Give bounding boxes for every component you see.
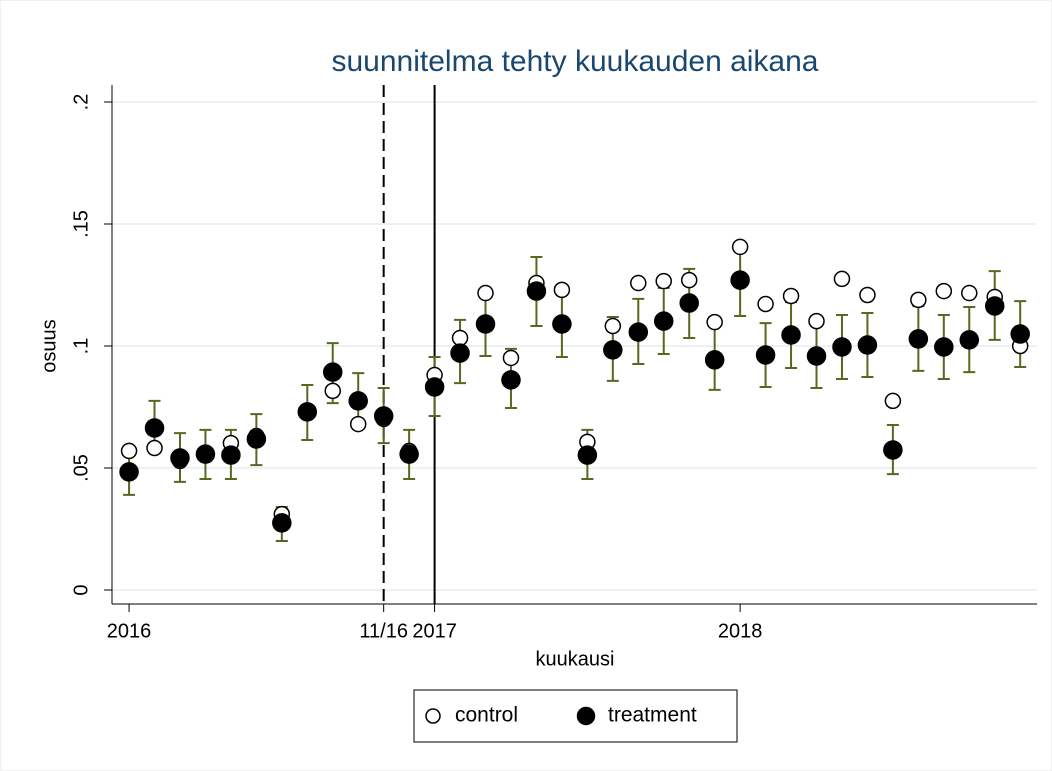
treatment-point: [679, 293, 699, 313]
control-point: [120, 442, 138, 460]
treatment-point: [272, 513, 292, 533]
y-tick-label: .05: [70, 454, 92, 482]
treatment-point: [832, 337, 852, 357]
x-axis-label: kuukausi: [536, 648, 615, 670]
control-point: [451, 329, 469, 347]
treatment-point: [144, 418, 165, 438]
treatment-point: [730, 270, 750, 290]
y-tick-label: .1: [70, 338, 92, 355]
treatment-point: [628, 322, 649, 342]
treatment-point: [704, 350, 725, 370]
control-point: [604, 317, 622, 335]
y-axis-label: osuus: [38, 319, 60, 372]
control-point: [961, 284, 978, 302]
treatment-point: [399, 444, 419, 464]
treatment-point: [908, 329, 929, 349]
control-point: [146, 439, 163, 457]
legend-label: treatment: [608, 704, 697, 727]
x-tick-label: 11/16: [359, 620, 408, 642]
treatment-point: [195, 444, 216, 464]
control-point: [502, 349, 520, 367]
legend-marker: [425, 708, 441, 724]
treatment-point: [552, 314, 572, 334]
treatment-point: [450, 343, 470, 363]
chart-title: suunnitelma tehty kuukauden aikana: [331, 45, 818, 78]
treatment-point: [246, 429, 267, 449]
legend-label: control: [455, 704, 518, 727]
treatment-point: [1010, 324, 1030, 344]
control-point: [655, 272, 672, 290]
treatment-point: [526, 281, 547, 301]
control-point: [477, 284, 494, 302]
x-tick-label: 2017: [412, 620, 457, 642]
y-tick-label: .2: [70, 94, 92, 111]
y-tick-label: .15: [70, 210, 92, 238]
treatment-point: [322, 362, 343, 382]
control-point: [782, 287, 800, 305]
treatment-point: [170, 448, 190, 468]
treatment-point: [806, 346, 827, 366]
control-point: [808, 312, 825, 330]
treatment-point: [297, 402, 318, 422]
legend-marker: [576, 706, 596, 726]
control-point: [757, 295, 774, 313]
control-point: [833, 270, 851, 288]
treatment-point: [603, 340, 623, 360]
treatment-point: [577, 445, 598, 465]
y-tick-label: 0: [70, 584, 92, 595]
treatment-point: [119, 462, 139, 482]
treatment-point: [221, 445, 241, 465]
control-point: [324, 382, 341, 400]
treatment-point: [857, 335, 878, 355]
treatment-point: [934, 337, 954, 357]
control-point: [910, 291, 927, 309]
x-tick-label: 2016: [107, 620, 152, 642]
x-tick-label: 2018: [718, 620, 763, 642]
treatment-point: [475, 314, 496, 334]
treatment-point: [781, 325, 801, 345]
treatment-point: [883, 440, 903, 460]
treatment-point: [373, 406, 394, 426]
treatment-point: [653, 311, 674, 331]
control-point: [935, 282, 953, 300]
treatment-point: [348, 391, 368, 411]
treatment-point: [959, 330, 980, 350]
control-point: [630, 274, 647, 292]
control-point: [859, 286, 876, 304]
control-point: [553, 281, 571, 299]
control-point: [349, 415, 367, 433]
treatment-point: [424, 377, 445, 397]
control-point: [680, 271, 698, 289]
treatment-point: [984, 296, 1005, 316]
treatment-point: [755, 345, 776, 365]
treatment-point: [501, 370, 521, 390]
control-point: [884, 392, 902, 410]
control-point: [731, 238, 749, 256]
control-point: [706, 313, 723, 331]
legend-box: [413, 689, 738, 743]
